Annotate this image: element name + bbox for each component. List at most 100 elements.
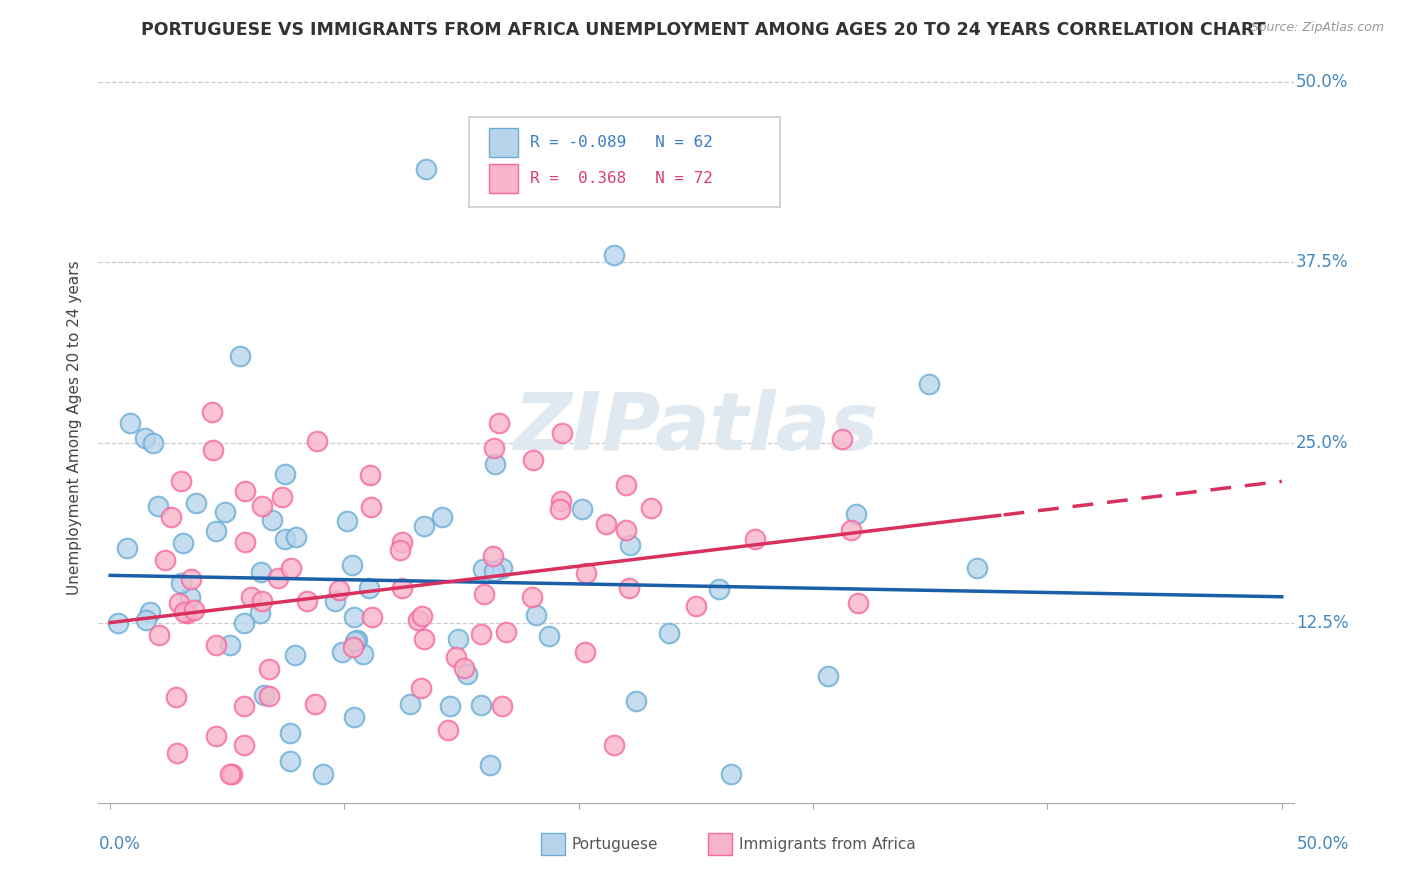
- Point: [619, 538, 641, 552]
- Point: [218, 638, 240, 652]
- Point: [173, 605, 195, 619]
- Point: [474, 586, 496, 600]
- Point: [707, 582, 730, 597]
- Text: R = -0.089   N = 62: R = -0.089 N = 62: [530, 136, 713, 150]
- Point: [155, 553, 177, 567]
- Point: [239, 590, 262, 604]
- Text: 50.0%: 50.0%: [1296, 73, 1348, 91]
- Point: [430, 509, 453, 524]
- Point: [831, 432, 853, 446]
- Point: [841, 523, 863, 537]
- Point: [614, 523, 637, 537]
- Point: [166, 747, 188, 761]
- Point: [346, 632, 368, 647]
- Point: [817, 669, 839, 683]
- Point: [201, 405, 224, 419]
- Point: [107, 616, 129, 631]
- Point: [169, 576, 191, 591]
- Point: [491, 561, 513, 575]
- Point: [439, 698, 461, 713]
- Point: [172, 535, 194, 549]
- Point: [526, 608, 548, 623]
- Point: [233, 738, 256, 752]
- Point: [267, 570, 290, 584]
- Point: [165, 690, 187, 704]
- Point: [278, 754, 301, 768]
- Point: [658, 626, 681, 640]
- Point: [456, 667, 478, 681]
- Point: [134, 431, 156, 445]
- Point: [205, 524, 228, 539]
- Point: [323, 594, 346, 608]
- Point: [271, 491, 294, 505]
- Point: [262, 513, 284, 527]
- Point: [307, 434, 329, 448]
- Point: [413, 632, 436, 646]
- Point: [146, 499, 169, 513]
- Point: [170, 474, 193, 488]
- Point: [115, 541, 138, 556]
- Point: [232, 615, 254, 630]
- Point: [595, 516, 617, 531]
- Point: [257, 662, 280, 676]
- Point: [180, 573, 202, 587]
- Point: [412, 518, 434, 533]
- Point: [229, 349, 252, 363]
- Point: [219, 767, 242, 781]
- Point: [159, 509, 181, 524]
- Point: [352, 647, 374, 661]
- Point: [391, 581, 413, 595]
- Point: [846, 596, 869, 610]
- Point: [250, 594, 273, 608]
- Point: [304, 697, 326, 711]
- Point: [343, 710, 366, 724]
- FancyBboxPatch shape: [709, 833, 733, 855]
- Point: [415, 161, 437, 176]
- Point: [391, 535, 413, 549]
- Point: [437, 723, 460, 737]
- Point: [278, 725, 301, 739]
- Point: [575, 566, 598, 580]
- Point: [285, 530, 308, 544]
- Text: Portuguese: Portuguese: [572, 837, 658, 852]
- Point: [522, 453, 544, 467]
- Point: [482, 564, 505, 578]
- Point: [184, 496, 207, 510]
- Point: [550, 501, 572, 516]
- Point: [250, 499, 273, 513]
- Point: [253, 688, 276, 702]
- Point: [482, 549, 505, 563]
- Point: [148, 627, 170, 641]
- Point: [167, 596, 190, 610]
- Point: [361, 610, 384, 624]
- Point: [204, 638, 226, 652]
- Point: [488, 416, 510, 430]
- Point: [179, 591, 201, 605]
- Point: [328, 582, 350, 597]
- Point: [249, 607, 271, 621]
- Point: [342, 640, 364, 654]
- Point: [571, 502, 593, 516]
- Point: [340, 558, 363, 572]
- Text: 25.0%: 25.0%: [1296, 434, 1348, 451]
- Point: [135, 613, 157, 627]
- Point: [343, 633, 366, 648]
- FancyBboxPatch shape: [489, 164, 517, 193]
- Point: [966, 560, 988, 574]
- Point: [538, 629, 561, 643]
- Point: [398, 697, 420, 711]
- Point: [232, 698, 254, 713]
- Point: [551, 426, 574, 441]
- Point: [472, 561, 495, 575]
- Point: [183, 602, 205, 616]
- Point: [274, 467, 297, 481]
- Point: [447, 632, 470, 646]
- Point: [491, 698, 513, 713]
- FancyBboxPatch shape: [541, 833, 565, 855]
- Point: [602, 738, 624, 752]
- Point: [312, 767, 335, 781]
- Point: [360, 500, 382, 515]
- Point: [617, 581, 640, 595]
- Point: [479, 758, 502, 772]
- Point: [482, 441, 505, 455]
